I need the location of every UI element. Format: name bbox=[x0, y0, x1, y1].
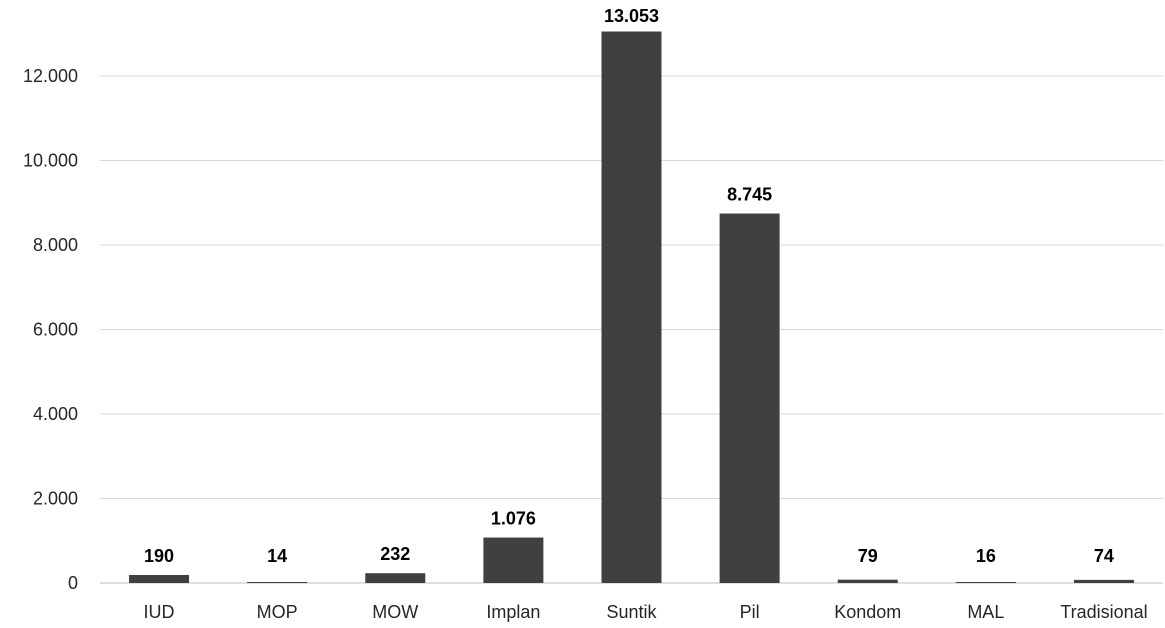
data-label-implan: 1.076 bbox=[491, 509, 536, 529]
bars bbox=[129, 31, 1134, 584]
data-label-mal: 16 bbox=[976, 546, 996, 566]
data-label-pil: 8.745 bbox=[727, 185, 772, 205]
data-label-tradisional: 74 bbox=[1094, 546, 1114, 566]
y-tick-label: 4.000 bbox=[33, 404, 78, 424]
data-label-iud: 190 bbox=[144, 546, 174, 566]
data-labels: 190 14 232 1.076 13.053 8.745 79 16 74 bbox=[144, 6, 1114, 566]
y-axis-ticks: 0 2.000 4.000 6.000 8.000 10.000 12.000 bbox=[23, 66, 78, 593]
y-tick-label: 10.000 bbox=[23, 151, 78, 171]
y-tick-label: 6.000 bbox=[33, 320, 78, 340]
x-axis-ticks: IUD MOP MOW Implan Suntik Pil Kondom MAL Tradisi… bbox=[144, 602, 1148, 622]
x-tick-label-kondom: Kondom bbox=[834, 602, 901, 622]
data-label-mop: 14 bbox=[267, 546, 287, 566]
x-tick-label-suntik: Suntik bbox=[606, 602, 657, 622]
y-tick-label: 0 bbox=[68, 573, 78, 593]
x-tick-label-implan: Implan bbox=[486, 602, 540, 622]
bar-mow bbox=[365, 573, 426, 583]
x-tick-label-mop: MOP bbox=[257, 602, 298, 622]
x-tick-label-iud: IUD bbox=[144, 602, 175, 622]
data-label-mow: 232 bbox=[380, 544, 410, 564]
bar-implan bbox=[483, 537, 544, 583]
data-label-suntik: 13.053 bbox=[604, 6, 659, 26]
x-tick-label-tradisional: Tradisional bbox=[1060, 602, 1147, 622]
y-tick-label: 8.000 bbox=[33, 235, 78, 255]
y-tick-label: 2.000 bbox=[33, 489, 78, 509]
bar-tradisional bbox=[1073, 579, 1134, 583]
bar-suntik bbox=[601, 31, 662, 584]
bar-pil bbox=[719, 213, 780, 583]
bar-kondom bbox=[837, 579, 898, 583]
y-tick-label: 12.000 bbox=[23, 66, 78, 86]
x-tick-label-mow: MOW bbox=[372, 602, 418, 622]
bar-mal bbox=[955, 582, 1016, 583]
x-tick-label-mal: MAL bbox=[967, 602, 1004, 622]
bar-iud bbox=[129, 574, 190, 583]
x-tick-label-pil: Pil bbox=[740, 602, 760, 622]
data-label-kondom: 79 bbox=[858, 546, 878, 566]
bar-mop bbox=[247, 582, 308, 583]
